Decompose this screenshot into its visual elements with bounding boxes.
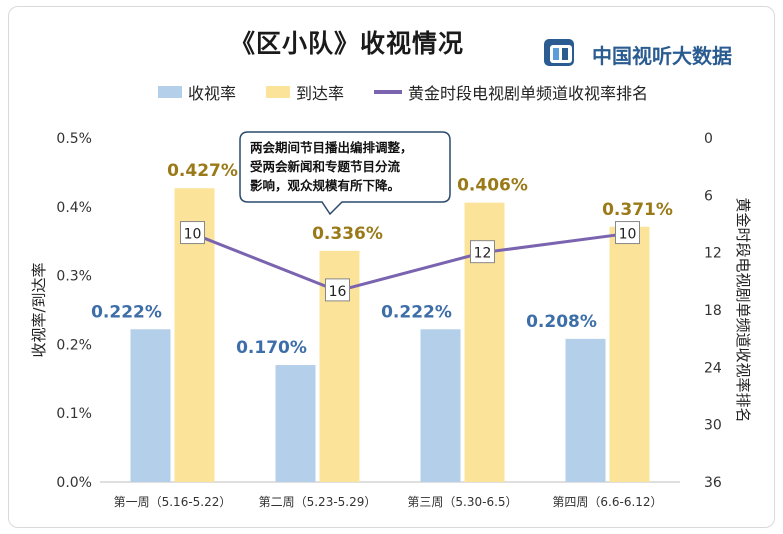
bar-data-label: 0.222% <box>381 302 452 322</box>
ranking-data-label: 16 <box>329 284 347 300</box>
legend-label: 收视率 <box>188 84 237 103</box>
y-axis-label: 收视率/到达率 <box>30 262 48 357</box>
bar-data-label: 0.371% <box>602 200 673 220</box>
ranking-line <box>191 232 628 293</box>
bar-viewing-rate <box>130 329 171 482</box>
legend-item-ranking: 黄金时段电视剧单频道收视率排名 <box>374 80 648 104</box>
x-tick-label: 第四周（6.6-6.12） <box>552 495 662 509</box>
y-tick-label: 0.5% <box>56 131 92 147</box>
legend-item-viewing-rate: 收视率 <box>158 80 236 104</box>
y2-tick-label: 6 <box>704 188 713 204</box>
legend-swatch <box>374 90 403 94</box>
ranking-data-label: 10 <box>619 227 637 243</box>
y-tick-label: 0.1% <box>56 406 92 422</box>
brand-logo-icon <box>544 39 574 66</box>
y2-axis-label: 黄金时段电视剧单频道收视率排名 <box>734 197 752 422</box>
y2-tick-label: 36 <box>704 475 722 491</box>
y2-tick-label: 12 <box>704 246 722 262</box>
bar-data-label: 0.336% <box>312 224 383 244</box>
bar-data-label: 0.406% <box>457 176 528 196</box>
legend-item-reach-rate: 到达率 <box>266 80 344 104</box>
y2-tick-label: 0 <box>704 131 713 147</box>
ranking-point <box>180 221 205 245</box>
bar-data-label: 0.222% <box>91 302 162 322</box>
ranking-data-label: 10 <box>184 227 202 243</box>
ranking-point <box>325 278 350 302</box>
brand-name: 中国视听大数据 <box>592 44 732 68</box>
bar-viewing-rate <box>275 365 316 482</box>
annotation-text: 两会期间节目播出编排调整， <box>250 140 413 155</box>
legend-label: 黄金时段电视剧单频道收视率排名 <box>408 84 649 103</box>
chart-title: 《区小队》收视情况 <box>230 29 465 58</box>
y-tick-label: 0.4% <box>56 200 92 216</box>
x-tick-label: 第三周（5.30-6.5） <box>407 495 517 509</box>
annotation-callout <box>239 131 451 216</box>
legend: 收视率 到达率 黄金时段电视剧单频道收视率排名 <box>158 80 678 104</box>
y-tick-label: 0.3% <box>56 269 92 285</box>
ranking-point <box>470 240 495 264</box>
y-tick-label: 0.0% <box>56 475 92 491</box>
y2-tick-label: 18 <box>704 303 722 319</box>
legend-swatch <box>266 86 291 98</box>
x-tick-label: 第一周（5.16-5.22） <box>114 495 232 509</box>
annotation-text: 受两会新闻和专题节目分流 <box>250 159 401 174</box>
bar-viewing-rate <box>420 329 461 482</box>
y2-tick-label: 30 <box>704 418 722 434</box>
bar-data-label: 0.208% <box>526 312 597 332</box>
bar-data-label: 0.170% <box>236 338 307 358</box>
x-tick-label: 第二周（5.23-5.29） <box>259 495 377 509</box>
y-tick-label: 0.2% <box>56 337 92 353</box>
legend-swatch <box>158 86 182 98</box>
bar-reach-rate <box>609 226 650 482</box>
bar-data-label: 0.427% <box>167 161 238 181</box>
annotation-text: 影响，观众规模有所下降。 <box>250 178 400 193</box>
ranking-point <box>615 221 640 245</box>
bar-viewing-rate <box>565 338 606 482</box>
ranking-data-label: 12 <box>474 246 492 262</box>
legend-label: 到达率 <box>296 84 345 103</box>
y2-tick-label: 24 <box>704 360 722 376</box>
